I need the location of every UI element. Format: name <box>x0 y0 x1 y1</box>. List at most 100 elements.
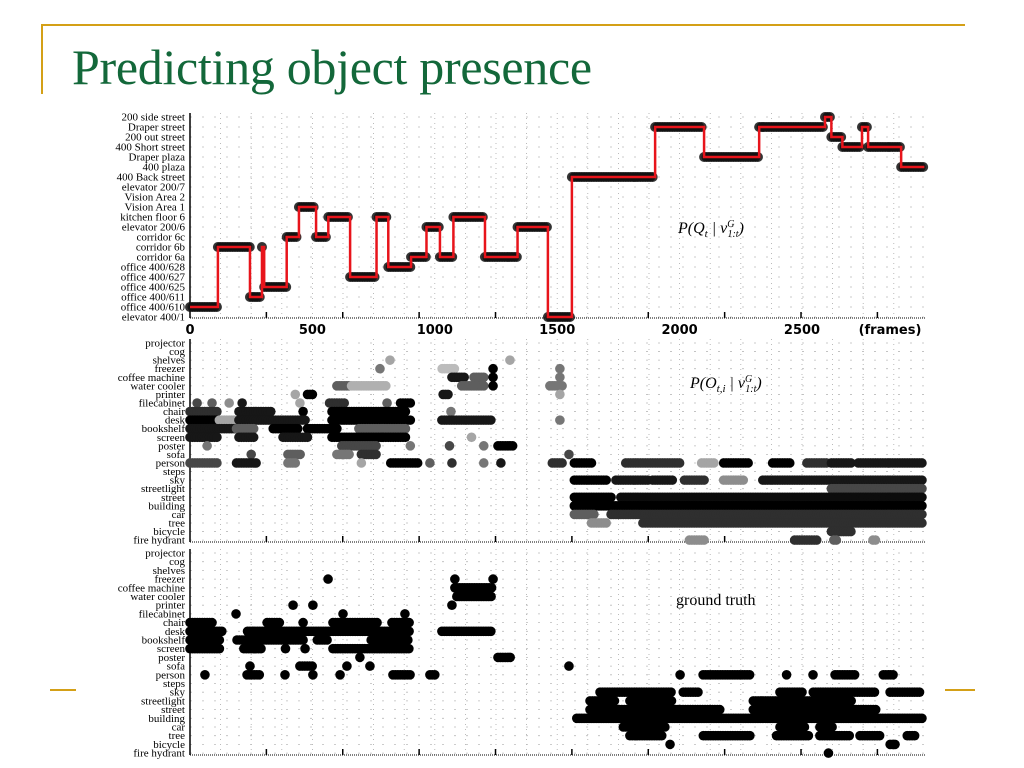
y-tick-label: steps <box>163 466 185 478</box>
object-presence-dot <box>745 730 755 741</box>
object-presence-dot <box>430 670 440 680</box>
object-presence-dot <box>890 739 900 750</box>
object-presence-dot <box>308 670 318 680</box>
y-tick-label: coffee machine <box>118 372 185 384</box>
object-presence-dot <box>450 574 460 584</box>
y-tick-label: printer <box>156 600 186 612</box>
object-presence-dot <box>917 501 927 511</box>
y-tick-label: building <box>148 713 185 725</box>
object-presence-dot <box>665 739 675 750</box>
object-presence-dot <box>478 458 489 468</box>
object-presence-dot <box>564 661 574 671</box>
y-tick-label: car <box>172 509 186 521</box>
object-presence-dot <box>555 415 565 425</box>
object-presence-dot <box>404 617 414 628</box>
object-presence-dot <box>192 398 202 408</box>
object-presence-dot <box>217 626 227 637</box>
object-presence-dot <box>601 475 611 485</box>
object-presence-dot <box>478 441 489 451</box>
object-presence-dot <box>486 626 496 637</box>
object-presence-dot <box>709 458 719 468</box>
y-tick-label: projector <box>145 338 185 350</box>
object-presence-dot <box>382 398 392 408</box>
y-tick-label: shelves <box>153 565 185 577</box>
object-presence-dot <box>874 730 885 741</box>
object-presence-dot <box>505 652 515 663</box>
object-presence-dot <box>256 643 266 654</box>
object-presence-dot <box>488 574 498 584</box>
object-presence-dot <box>248 432 259 443</box>
y-tick-label: Vision Area 2 <box>125 192 185 204</box>
prediction-annotation: P(Ot,i | vG 1:t) <box>689 374 762 395</box>
object-presence-dot <box>322 635 332 645</box>
object-presence-dot <box>564 449 574 460</box>
y-tick-label: filecabinet <box>139 397 185 409</box>
object-presence-dot <box>400 406 411 417</box>
x-tick-label: 1500 <box>539 323 575 338</box>
y-tick-label: steps <box>163 678 185 690</box>
object-presence-dot <box>917 475 927 485</box>
y-tick-label: Draper plaza <box>129 152 186 164</box>
object-presence-dot <box>403 635 413 645</box>
y-tick-label: elevator 200/7 <box>122 182 186 194</box>
object-presence-dot <box>302 432 313 443</box>
y-tick-label: sky <box>170 475 186 487</box>
object-presence-dot <box>699 475 709 485</box>
object-presence-dot <box>714 704 725 715</box>
object-presence-dot <box>447 600 457 610</box>
y-tick-label: sky <box>170 687 186 699</box>
y-tick-label: 400 plaza <box>143 162 186 174</box>
x-axis-label: (frames) <box>859 323 922 338</box>
object-presence-dot <box>784 458 795 468</box>
object-presence-dot <box>846 526 856 537</box>
object-presence-dot <box>507 441 518 451</box>
y-tick-label: screen <box>157 643 186 655</box>
y-tick-label: streetlight <box>141 695 185 707</box>
y-tick-label: 400 Short street <box>115 142 185 154</box>
object-presence-dot <box>496 458 506 468</box>
y-tick-label: poster <box>158 652 185 664</box>
object-presence-dot <box>488 363 498 374</box>
object-presence-dot <box>400 423 411 434</box>
y-tick-label: cog <box>169 346 185 358</box>
y-tick-label: office 400/625 <box>121 282 186 294</box>
object-presence-dot <box>405 441 416 451</box>
y-tick-label: fire hydrant <box>133 748 185 760</box>
object-presence-dot <box>425 458 435 468</box>
object-presence-dot <box>488 372 498 383</box>
object-presence-dot <box>917 518 927 528</box>
object-presence-dot <box>459 372 469 383</box>
object-presence-dot <box>870 535 881 545</box>
object-presence-dot <box>486 415 496 425</box>
object-presence-dot <box>298 617 308 628</box>
object-presence-dot <box>846 458 856 468</box>
object-presence-dot <box>666 696 677 706</box>
object-presence-dot <box>888 670 898 680</box>
object-presence-dot <box>344 449 354 460</box>
y-tick-label: elevator 400/1 <box>122 312 185 324</box>
object-presence-dot <box>248 423 259 434</box>
object-presence-dot <box>823 748 834 758</box>
object-presence-dot <box>298 406 308 417</box>
accent-rule-bottom-left <box>50 689 76 691</box>
object-presence-dot <box>400 609 410 619</box>
y-tick-label: screen <box>157 432 186 444</box>
y-tick-label: bookshelf <box>142 635 186 647</box>
object-presence-dot <box>488 381 498 391</box>
y-tick-label: corridor 6c <box>136 232 185 244</box>
object-presence-dot <box>251 458 261 468</box>
y-tick-label: freezer <box>154 363 185 375</box>
y-tick-label: office 400/610 <box>121 302 186 314</box>
y-tick-label: elevator 200/6 <box>122 222 186 234</box>
object-presence-dot <box>803 730 814 741</box>
object-presence-dot <box>660 722 670 732</box>
object-presence-dot <box>505 355 515 365</box>
object-presence-dot <box>693 687 703 697</box>
object-presence-dot <box>292 423 303 434</box>
object-presence-dot <box>914 687 925 697</box>
y-tick-label: cog <box>169 556 185 568</box>
object-presence-dot <box>280 643 291 654</box>
object-presence-dot <box>298 635 308 645</box>
y-tick-label: chair <box>163 617 185 629</box>
